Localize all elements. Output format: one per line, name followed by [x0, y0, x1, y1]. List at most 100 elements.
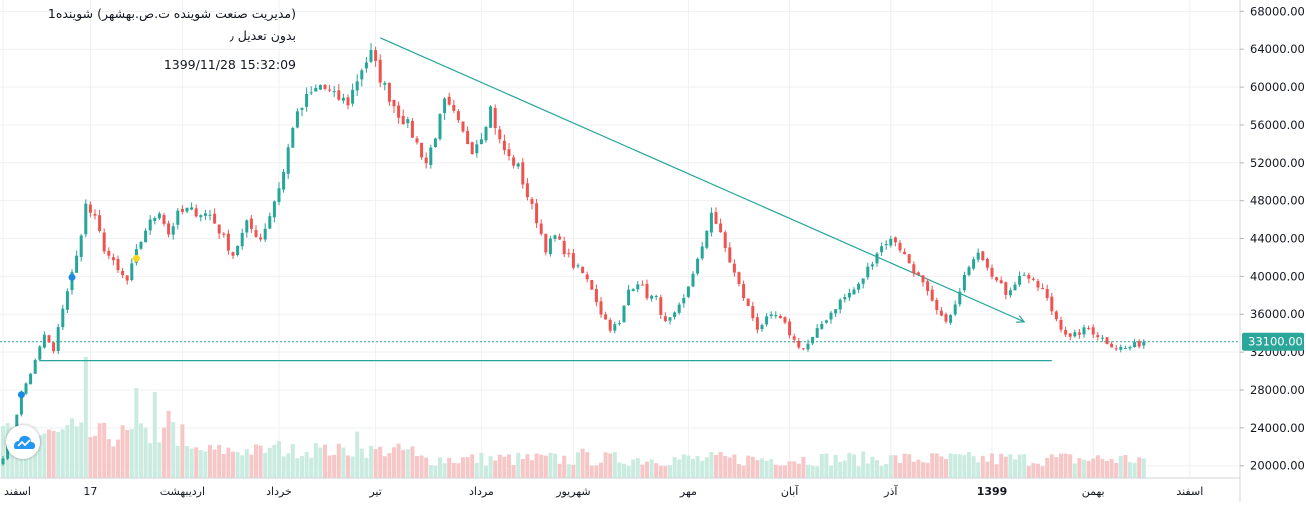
candle	[981, 250, 985, 262]
volume-bar	[727, 457, 732, 478]
candle	[530, 196, 534, 210]
candle	[811, 336, 815, 346]
volume-bar	[520, 459, 525, 478]
candle	[719, 218, 723, 233]
candle-body	[93, 213, 97, 216]
volume-bar	[212, 449, 217, 478]
candle	[236, 245, 240, 257]
candle	[852, 287, 856, 295]
candle	[291, 126, 295, 149]
volume-bar	[930, 453, 935, 478]
volume-bar	[332, 454, 337, 478]
candle-body	[318, 84, 322, 90]
volume-bar	[231, 451, 235, 478]
candle	[1087, 325, 1091, 330]
candle-body	[383, 83, 387, 85]
candle-body	[300, 107, 304, 110]
candle	[640, 280, 644, 286]
candle-body	[277, 188, 281, 203]
candle	[180, 205, 184, 215]
volume-bar	[686, 455, 691, 478]
candle-body	[893, 237, 897, 243]
candle-body	[56, 327, 60, 352]
candle	[999, 276, 1003, 284]
candle-body	[489, 106, 493, 128]
volume-bar	[792, 461, 797, 478]
candle	[272, 200, 276, 223]
candle-body	[742, 284, 746, 299]
candle	[1137, 339, 1141, 349]
candle	[585, 271, 589, 283]
candle	[479, 132, 483, 145]
volume-bar	[985, 461, 990, 478]
candle-body	[1110, 343, 1114, 348]
candle	[1059, 316, 1063, 333]
candle	[709, 207, 713, 237]
volume-bar	[1137, 457, 1142, 478]
candle-body	[889, 238, 893, 246]
candle-body	[236, 245, 240, 256]
volume-bar	[102, 422, 107, 478]
candle	[213, 208, 217, 224]
candle	[668, 317, 672, 325]
candle-body	[355, 81, 359, 91]
volume-bar	[1132, 462, 1137, 478]
candle	[875, 251, 879, 267]
cloud-icon[interactable]	[6, 425, 40, 459]
candle	[502, 134, 506, 155]
candle	[1036, 279, 1040, 292]
volume-bar	[566, 464, 571, 478]
candle	[447, 92, 451, 106]
candle	[590, 280, 594, 290]
x-tick-label: 1399	[977, 485, 1008, 498]
candle-body	[176, 210, 180, 225]
candle	[995, 276, 999, 283]
candle	[824, 319, 828, 324]
candle-body	[121, 270, 125, 276]
volume-bar	[525, 454, 530, 478]
volume-bar	[967, 451, 971, 478]
x-tick-label: اسفند	[4, 485, 31, 498]
candle	[1008, 287, 1012, 298]
candle-body	[512, 157, 516, 166]
candle-body	[171, 226, 175, 235]
candle-body	[737, 272, 741, 284]
volume-bar	[557, 463, 562, 478]
volume-bar	[346, 455, 350, 478]
candle-body	[1137, 341, 1141, 347]
volume-bar	[760, 458, 764, 478]
x-tick-label: بهمن	[1082, 485, 1105, 498]
candle-body	[926, 281, 930, 292]
volume-bar	[198, 450, 203, 478]
candle	[456, 109, 460, 123]
candle	[972, 256, 976, 271]
candle-body	[47, 335, 51, 343]
candle-body	[995, 277, 999, 281]
candle	[746, 298, 750, 307]
candles	[1, 43, 1146, 466]
candle-body	[374, 50, 378, 61]
volume-bar	[479, 452, 484, 478]
candle	[783, 316, 787, 325]
candle-body	[433, 138, 437, 148]
candle	[912, 261, 916, 277]
volume-bar	[180, 424, 185, 478]
candle	[392, 99, 396, 113]
candle-body	[1096, 335, 1100, 338]
candle-body	[415, 138, 419, 143]
volume-bar	[447, 457, 452, 478]
candle-body	[916, 272, 920, 276]
volume-bar	[1040, 466, 1045, 478]
candle	[332, 85, 336, 98]
candle	[916, 271, 920, 276]
volume-bar	[208, 444, 212, 478]
volume-bar	[608, 453, 613, 478]
candle	[893, 236, 897, 247]
candle-body	[52, 342, 56, 352]
candle	[498, 126, 502, 144]
candle-body	[700, 246, 704, 259]
volume-bar	[709, 452, 714, 478]
candle	[153, 216, 157, 225]
